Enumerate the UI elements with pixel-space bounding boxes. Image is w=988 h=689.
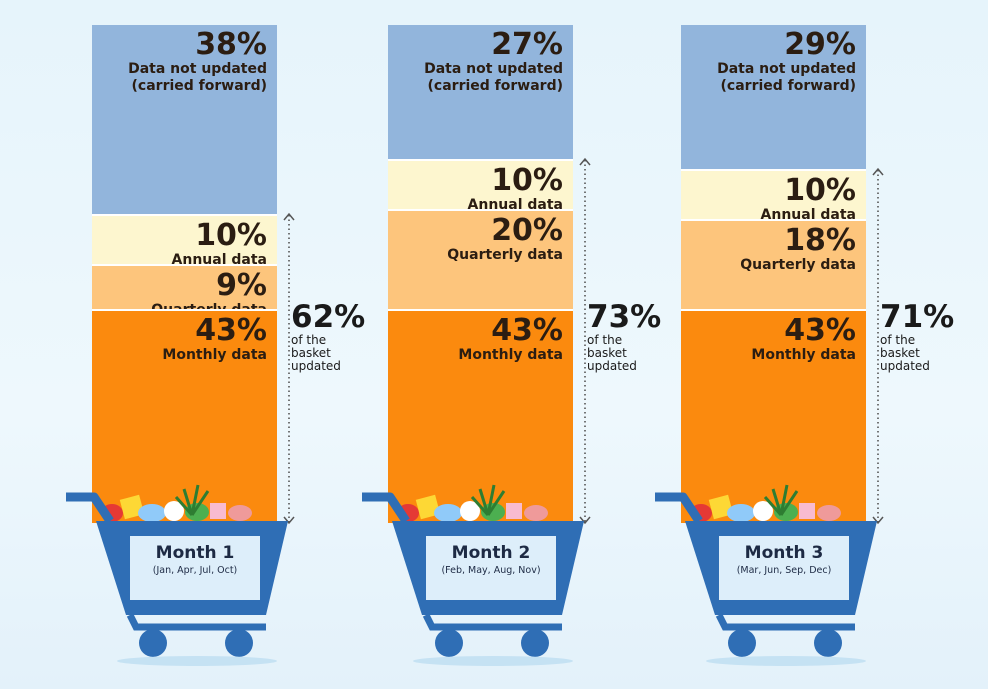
- arrow-down-head: [579, 516, 591, 525]
- updated-share-caption: of the basket updated: [880, 333, 930, 373]
- segment-value-label: 9%: [216, 268, 267, 303]
- segment-value-label: 43%: [491, 313, 563, 348]
- stacked-bar: 38% Data not updated (carried forward) 10% A…: [92, 25, 277, 523]
- cart-wheel: [814, 629, 842, 657]
- cart-wheel: [435, 629, 463, 657]
- cart-base: [715, 613, 855, 631]
- updated-share-caption: of the basket updated: [587, 333, 637, 373]
- not-updated-segment: 29% Data not updated (carried forward): [681, 25, 866, 169]
- segment-value-label: 20%: [491, 213, 563, 248]
- segment-name-label: Annual data: [760, 207, 856, 219]
- segment-name-label: Annual data: [171, 252, 267, 264]
- cart-base: [422, 613, 562, 631]
- groceries-icon: [397, 484, 548, 522]
- monthly-segment: 43% Monthly data: [681, 309, 866, 523]
- segment-value-label: 29%: [784, 27, 856, 62]
- segment-name-label-line2: (carried forward): [131, 78, 267, 94]
- segment-name-label: Quarterly data: [740, 257, 856, 273]
- segment-name-label: Quarterly data: [92, 302, 267, 309]
- arrow-up-head: [872, 167, 884, 176]
- cart-wheel: [225, 629, 253, 657]
- monthly-segment: 43% Monthly data: [388, 309, 573, 523]
- quarterly-segment: 9%Quarterly data: [92, 264, 277, 309]
- cart-base: [126, 613, 266, 631]
- updated-share-value: 62%: [291, 299, 366, 335]
- cart-handle: [362, 492, 410, 524]
- cart-shadow: [117, 656, 277, 666]
- cart-shadow: [413, 656, 573, 666]
- groceries-icon: [690, 484, 841, 522]
- month-label: Month 1: [155, 543, 235, 563]
- cart-shadow: [706, 656, 866, 666]
- segment-name-label-line2: (carried forward): [720, 78, 856, 94]
- quarterly-segment: 18% Quarterly data: [681, 219, 866, 309]
- cart-label-panel: [426, 536, 556, 600]
- stacked-bar: 27% Data not updated (carried forward) 10% A…: [388, 25, 573, 523]
- cart-wheel: [728, 629, 756, 657]
- annual-segment: 10% Annual data: [681, 169, 866, 219]
- monthly-segment: 43% Monthly data: [92, 309, 277, 523]
- segment-name-label: Annual data: [467, 197, 563, 209]
- annual-segment: 10% Annual data: [388, 159, 573, 209]
- segment-value-label: 27%: [491, 27, 563, 62]
- updated-share-annotation: 62% of the basket updated: [291, 300, 386, 373]
- month-label: Month 3: [744, 543, 824, 563]
- arrow-down-head: [872, 516, 884, 525]
- month-label: Month 2: [451, 543, 531, 563]
- arrow-up-head: [579, 157, 591, 166]
- month-label-box: Month 1 (Jan, Apr, Jul, Oct): [130, 536, 260, 600]
- segment-value-label: 10%: [195, 218, 267, 253]
- segment-name-label: Monthly data: [162, 347, 267, 363]
- segment-name-label: Data not updated: [717, 61, 856, 77]
- shopping-cart-icon: Month 2 (Feb, May, Aug, Nov): [348, 475, 588, 670]
- month-sublabel: (Mar, Jun, Sep, Dec): [736, 565, 832, 576]
- cart-label-panel: [719, 536, 849, 600]
- segment-value-label: 38%: [195, 27, 267, 62]
- segment-name-label: Monthly data: [751, 347, 856, 363]
- updated-share-caption: of the basket updated: [291, 333, 341, 373]
- segment-name-label: Data not updated: [128, 61, 267, 77]
- cart-wheel: [521, 629, 549, 657]
- updated-share-annotation: 73% of the basket updated: [587, 300, 682, 373]
- not-updated-segment: 38% Data not updated (carried forward): [92, 25, 277, 214]
- updated-share-value: 73%: [587, 299, 662, 335]
- not-updated-segment: 27% Data not updated (carried forward): [388, 25, 573, 159]
- annual-segment: 10% Annual data: [92, 214, 277, 264]
- cart-handle: [66, 492, 114, 524]
- groceries-icon: [101, 484, 252, 522]
- segment-value-label: 43%: [195, 313, 267, 348]
- cart-label-panel: [130, 536, 260, 600]
- updated-share-value: 71%: [880, 299, 955, 335]
- shopping-cart-icon: Month 1 (Jan, Apr, Jul, Oct): [52, 475, 292, 670]
- quarterly-segment: 20% Quarterly data: [388, 209, 573, 309]
- segment-value-label: 18%: [784, 223, 856, 258]
- segment-name-label: Monthly data: [458, 347, 563, 363]
- month-sublabel: (Feb, May, Aug, Nov): [441, 565, 541, 576]
- month-sublabel: (Jan, Apr, Jul, Oct): [152, 565, 238, 576]
- updated-share-annotation: 71% of the basket updated: [880, 300, 975, 373]
- month-label-box: Month 3 (Mar, Jun, Sep, Dec): [719, 536, 849, 600]
- month-panel: 29% Data not updated (carried forward) 10% A…: [655, 0, 981, 689]
- cart-wheel: [139, 629, 167, 657]
- segment-name-label: Data not updated: [424, 61, 563, 77]
- stacked-bar: 29% Data not updated (carried forward) 10% A…: [681, 25, 866, 523]
- segment-value-label: 10%: [784, 173, 856, 208]
- segment-name-label-line2: (carried forward): [427, 78, 563, 94]
- segment-value-label: 10%: [491, 163, 563, 198]
- segment-value-label: 43%: [784, 313, 856, 348]
- segment-name-label: Quarterly data: [447, 247, 563, 263]
- cart-handle: [655, 492, 703, 524]
- arrow-up-head: [283, 212, 295, 221]
- month-panel: 38% Data not updated (carried forward) 10% A…: [66, 0, 392, 689]
- month-panel: 27% Data not updated (carried forward) 10% A…: [362, 0, 688, 689]
- month-label-box: Month 2 (Feb, May, Aug, Nov): [426, 536, 556, 600]
- shopping-cart-icon: Month 3 (Mar, Jun, Sep, Dec): [641, 475, 881, 670]
- arrow-down-head: [283, 516, 295, 525]
